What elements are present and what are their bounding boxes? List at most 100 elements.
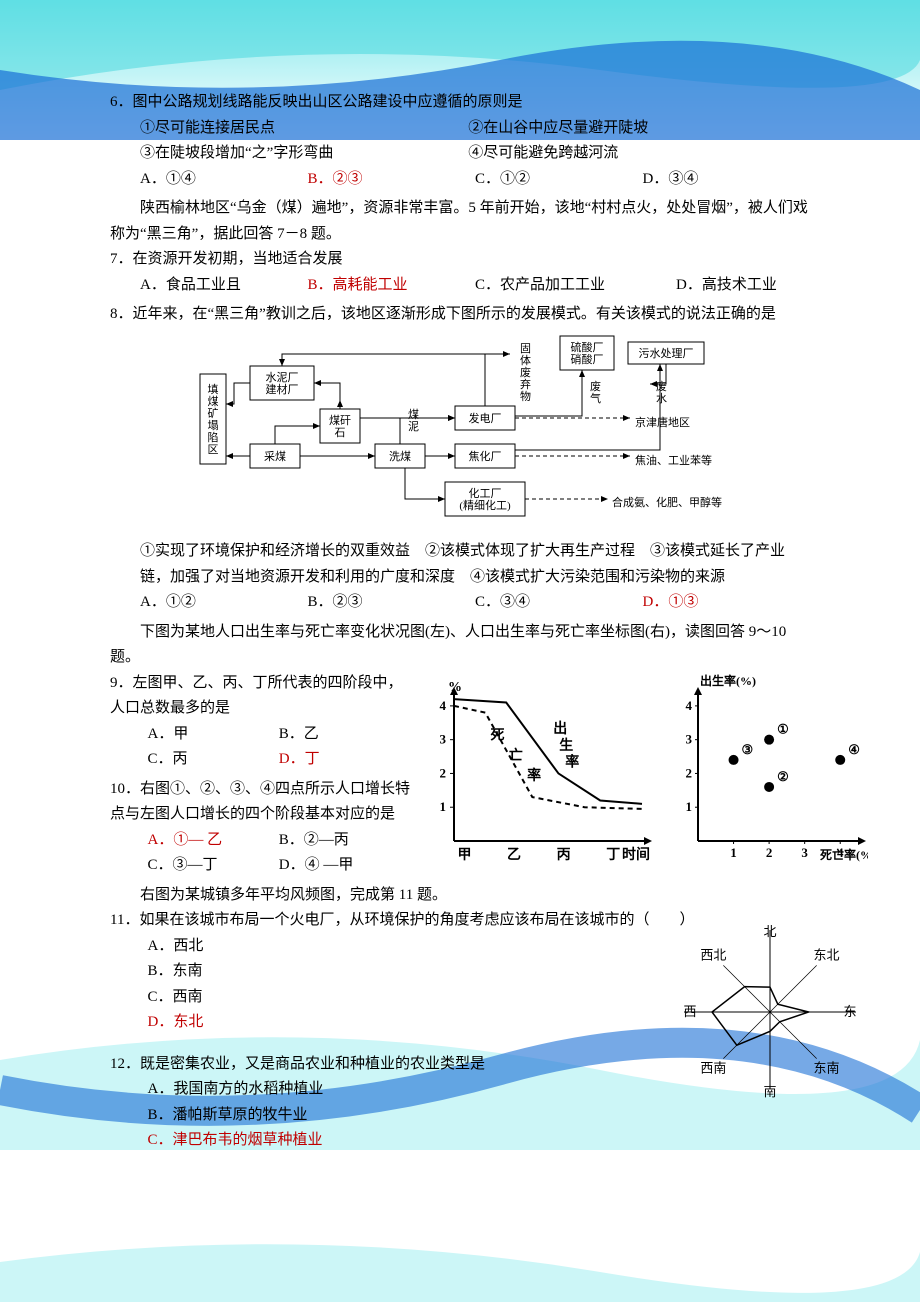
svg-text:采煤: 采煤 — [264, 450, 286, 463]
svg-text:建材厂: 建材厂 — [266, 382, 299, 396]
svg-text:废: 废 — [520, 365, 531, 379]
svg-text:南: 南 — [763, 1084, 776, 1098]
q8-stem: 8．近年来，在“黑三角”教训之后，该地区逐渐形成下图所示的发展模式。有关该模式的… — [110, 302, 810, 328]
svg-text:4: 4 — [837, 845, 844, 860]
chart-right: 出生率(%)死亡率(%)12341234①②③④ — [668, 671, 868, 871]
svg-text:洗煤: 洗煤 — [389, 450, 411, 463]
svg-text:4: 4 — [440, 697, 447, 712]
chart-left: %1234甲乙丙丁时间出生率死亡率 — [420, 671, 660, 871]
svg-text:塌: 塌 — [208, 419, 219, 432]
svg-text:泥: 泥 — [408, 420, 419, 433]
svg-text:气: 气 — [590, 391, 601, 405]
svg-text:废: 废 — [656, 379, 667, 393]
svg-text:丁: 丁 — [606, 848, 620, 863]
q12-opt-c: C．津巴布韦的烟草种植业 — [110, 1128, 810, 1154]
q6-cond-1: ①尽可能连接居民点 — [140, 116, 468, 142]
svg-text:填: 填 — [208, 382, 219, 396]
q7-stem: 7．在资源开发初期，当地适合发展 — [110, 247, 810, 273]
svg-text:4: 4 — [686, 697, 693, 712]
svg-text:硫酸厂: 硫酸厂 — [571, 340, 604, 354]
q7-opt-d: D．高技术工业 — [676, 273, 810, 299]
svg-text:焦化厂: 焦化厂 — [469, 449, 502, 463]
question-9: 9．左图甲、乙、丙、丁所代表的四阶段中，人口总数最多的是 A．甲 B．乙 C．丙… — [110, 671, 410, 773]
svg-text:2: 2 — [440, 765, 447, 780]
q6-cond-4: ④尽可能避免跨越河流 — [468, 141, 618, 167]
q10-opt-b: B．②—丙 — [279, 828, 349, 854]
q6-cond-3: ③在陡坡段增加“之”字形弯曲 — [140, 141, 468, 167]
bg-bot — [0, 1222, 920, 1302]
svg-text:固: 固 — [520, 342, 531, 355]
svg-text:水泥厂: 水泥厂 — [266, 371, 299, 384]
svg-text:率: 率 — [527, 767, 541, 784]
q6-opt-b: B．②③ — [308, 167, 476, 193]
q6-opt-c: C．①② — [475, 167, 643, 193]
svg-text:煤矸: 煤矸 — [329, 414, 351, 427]
q9-opt-a: A．甲 — [148, 722, 279, 748]
svg-text:陷: 陷 — [208, 430, 219, 444]
svg-text:煤: 煤 — [208, 395, 219, 408]
svg-text:水: 水 — [656, 392, 667, 405]
svg-text:亡: 亡 — [509, 746, 523, 763]
q8-choices-text: ①实现了环境保护和经济增长的双重效益 ②该模式体现了扩大再生产过程 ③该模式延长… — [110, 539, 810, 590]
svg-text:3: 3 — [440, 731, 447, 746]
q9-opt-c: C．丙 — [148, 747, 279, 773]
q7-opt-b: B．高耗能工业 — [308, 273, 476, 299]
svg-text:出生率(%): 出生率(%) — [700, 673, 756, 688]
svg-text:发电厂: 发电厂 — [469, 411, 502, 425]
q6-stem: 6．图中公路规划线路能反映出山区公路建设中应遵循的原则是 — [110, 90, 810, 116]
svg-text:1: 1 — [730, 845, 737, 860]
q6-cond-2: ②在山谷中应尽量避开陡坡 — [468, 116, 648, 142]
svg-text:焦油、工业苯等: 焦油、工业苯等 — [635, 453, 712, 467]
q9-stem: 9．左图甲、乙、丙、丁所代表的四阶段中，人口总数最多的是 — [110, 671, 410, 722]
question-10: 10．右图①、②、③、④四点所示人口增长特点与左图人口增长的四个阶段基本对应的是… — [110, 777, 410, 879]
svg-text:东北: 东北 — [814, 947, 840, 962]
q10-opt-a: A．①— 乙 — [148, 828, 279, 854]
q9-opt-b: B．乙 — [279, 722, 319, 748]
q10-opt-c: C．③—丁 — [148, 853, 279, 879]
windrose-chart: 北东北东东南南西南西西北 — [670, 918, 870, 1098]
question-11: 北东北东东南南西南西西北 11．如果在该城市布局一个火电厂，从环境保护的角度考虑… — [110, 908, 810, 1036]
intro-9-10: 下图为某地人口出生率与死亡率变化状况图(左)、人口出生率与死亡率坐标图(右)，读… — [110, 620, 810, 671]
svg-text:出: 出 — [553, 719, 567, 736]
q10-stem: 10．右图①、②、③、④四点所示人口增长特点与左图人口增长的四个阶段基本对应的是 — [110, 777, 410, 828]
q7-opt-a: A．食品工业且 — [140, 273, 308, 299]
svg-text:体: 体 — [520, 353, 531, 367]
q12-opt-b: B．潘帕斯草原的牧牛业 — [110, 1103, 810, 1129]
svg-text:生: 生 — [559, 736, 573, 753]
svg-text:①: ① — [777, 721, 789, 736]
svg-text:死亡率(%): 死亡率(%) — [820, 847, 868, 862]
svg-text:石: 石 — [335, 427, 346, 439]
svg-text:2: 2 — [686, 765, 693, 780]
svg-text:西: 西 — [683, 1004, 696, 1019]
q6-opt-d: D．③④ — [643, 167, 811, 193]
q10-opt-d: D．④ —甲 — [279, 853, 354, 879]
svg-text:死: 死 — [490, 727, 505, 743]
svg-text:3: 3 — [686, 731, 693, 746]
svg-text:西北: 西北 — [700, 947, 726, 962]
svg-text:北: 北 — [763, 924, 776, 939]
svg-text:②: ② — [777, 768, 789, 783]
q8-opt-c: C．③④ — [475, 590, 643, 616]
q8-diagram: 填煤矿塌陷区水泥厂建材厂采煤煤矸石洗煤发电厂焦化厂化工厂(精细化工)硫酸厂硝酸厂… — [110, 334, 810, 534]
intro-11: 右图为某城镇多年平均风频图，完成第 11 题。 — [110, 883, 810, 909]
svg-text:弃: 弃 — [520, 377, 531, 391]
page-content: 6．图中公路规划线路能反映出山区公路建设中应遵循的原则是 ①尽可能连接居民点 ②… — [0, 0, 920, 1198]
svg-text:合成氨、化肥、甲醇等: 合成氨、化肥、甲醇等 — [612, 495, 722, 509]
svg-text:率: 率 — [565, 753, 579, 770]
question-8: 8．近年来，在“黑三角”教训之后，该地区逐渐形成下图所示的发展模式。有关该模式的… — [110, 302, 810, 616]
svg-text:化工厂: 化工厂 — [469, 486, 502, 500]
intro-7-8: 陕西榆林地区“乌金（煤）遍地”，资源非常丰富。5 年前开始，该地“村村点火，处处… — [110, 196, 810, 247]
svg-text:废: 废 — [590, 379, 601, 393]
q8-opt-a: A．①② — [140, 590, 308, 616]
svg-text:物: 物 — [520, 389, 531, 403]
svg-text:京津唐地区: 京津唐地区 — [635, 415, 690, 429]
svg-text:(精细化工): (精细化工) — [459, 498, 511, 512]
svg-text:④: ④ — [848, 741, 860, 756]
q8-opt-b: B．②③ — [308, 590, 476, 616]
svg-text:③: ③ — [742, 741, 754, 756]
svg-text:东: 东 — [843, 1004, 856, 1019]
q9-10-block: 9．左图甲、乙、丙、丁所代表的四阶段中，人口总数最多的是 A．甲 B．乙 C．丙… — [110, 671, 810, 883]
question-7: 7．在资源开发初期，当地适合发展 A．食品工业且 B．高耗能工业 C．农产品加工… — [110, 247, 810, 298]
q9-opt-d: D．丁 — [279, 747, 320, 773]
svg-text:甲: 甲 — [457, 847, 471, 863]
